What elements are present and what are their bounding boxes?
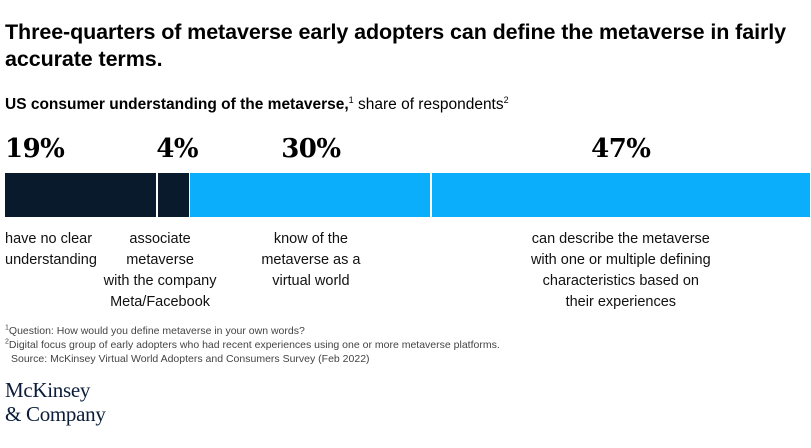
logo-line-1: McKinsey (5, 378, 91, 402)
category-label-4: can describe the metaverse with one or mu… (531, 229, 711, 313)
category-label-line: with the company (103, 273, 217, 289)
footnote-1: 1Question: How would you define metavers… (5, 324, 305, 338)
category-label-line: their experiences (565, 294, 677, 310)
chart-subtitle: US consumer understanding of the metaver… (5, 95, 509, 115)
subtitle-rest: share of respondents (353, 96, 504, 113)
category-label-1: have no clear understanding (5, 229, 97, 271)
value-label-1: 19% (5, 134, 65, 164)
footnote-2: 2Digital focus group of early adopters w… (5, 338, 500, 352)
category-label-line: can describe the metaverse (531, 231, 710, 247)
bar-segment-4 (431, 173, 810, 217)
subtitle-footnote-ref-1: 1 (348, 94, 354, 105)
value-label-2: 4% (156, 134, 199, 164)
category-label-line: associate (129, 231, 191, 247)
category-label-line: have no clear (5, 231, 93, 247)
category-label-line: characteristics based on (542, 273, 699, 289)
subtitle-bold: US consumer understanding of the metaver… (5, 96, 349, 113)
category-label-line: metaverse (126, 252, 194, 268)
source-note: Source: McKinsey Virtual World Adopters … (11, 353, 370, 365)
stacked-bar (5, 173, 810, 217)
category-label-line: virtual world (272, 273, 350, 289)
value-label-3: 30% (281, 134, 341, 164)
category-label-line: with one or multiple defining (530, 252, 711, 268)
mckinsey-logo: McKinsey & Company (5, 378, 106, 426)
category-label-line: Meta/Facebook (110, 294, 211, 310)
category-label-line: metaverse as a (261, 252, 361, 268)
subtitle-footnote-ref-2: 2 (503, 94, 509, 105)
footnotes: 1Question: How would you define metavers… (5, 324, 500, 366)
bar-segment-2 (157, 173, 189, 217)
logo-line-2: & Company (5, 402, 106, 426)
category-label-3: know of the metaverse as a virtual world (261, 229, 360, 292)
bar-segment-1 (5, 173, 157, 217)
chart-title: Three-quarters of metaverse early adopte… (5, 20, 786, 71)
category-label-line: understanding (5, 252, 97, 268)
category-label-line: know of the (273, 231, 348, 247)
bar-segment-3 (190, 173, 431, 217)
value-label-4: 47% (591, 134, 651, 164)
category-label-2: associate metaverse with the company Meta/F… (104, 229, 217, 313)
